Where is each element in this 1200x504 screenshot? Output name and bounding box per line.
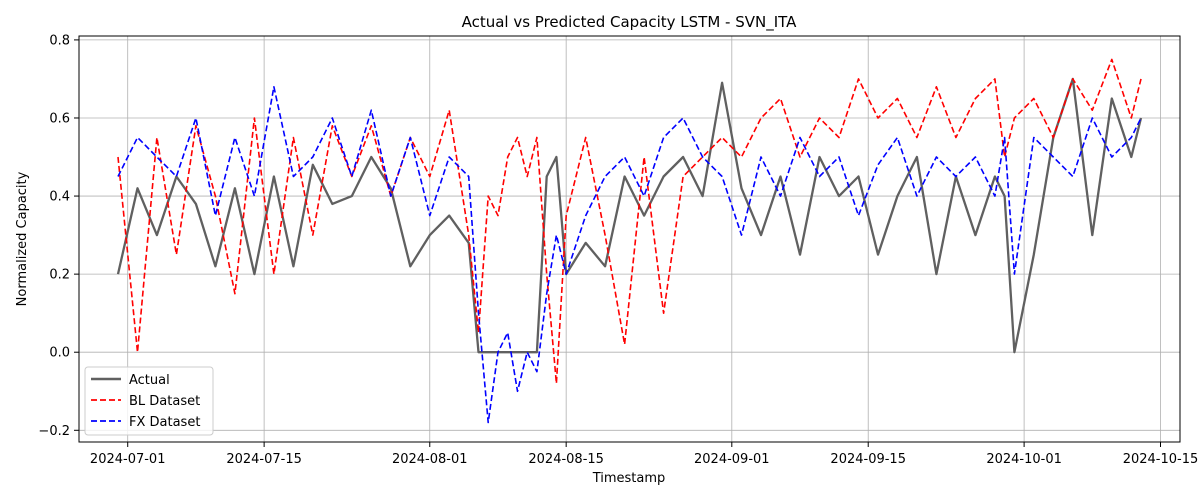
y-tick-label: −0.2 bbox=[38, 424, 70, 439]
series-line-bl bbox=[117, 58, 1142, 385]
x-tick-label: 2024-07-01 bbox=[90, 452, 166, 467]
grid bbox=[79, 36, 1180, 442]
legend-label-actual: Actual bbox=[129, 373, 170, 388]
x-tick-label: 2024-09-15 bbox=[830, 452, 906, 467]
y-tick-label: 0.8 bbox=[49, 33, 70, 48]
series-line-actual bbox=[116, 77, 1143, 354]
series-lines bbox=[116, 58, 1143, 424]
legend-label-bl: BL Dataset bbox=[129, 394, 200, 409]
y-axis-label: Normalized Capacity bbox=[15, 171, 30, 306]
legend: Actual BL Dataset FX Dataset bbox=[84, 366, 214, 436]
plot-frame bbox=[78, 35, 1181, 443]
y-tick-label: 0.4 bbox=[49, 190, 70, 205]
x-tick-label: 2024-07-15 bbox=[226, 452, 302, 467]
x-axis-ticks: 2024-07-01 2024-07-15 2024-08-01 2024-08-15… bbox=[90, 442, 1198, 467]
y-tick-label: 0.0 bbox=[49, 346, 70, 361]
legend-label-fx: FX Dataset bbox=[129, 415, 200, 430]
y-axis-ticks: −0.2 0.0 0.2 0.4 0.6 0.8 bbox=[38, 33, 79, 439]
x-tick-label: 2024-10-01 bbox=[986, 452, 1062, 467]
x-axis-label: Timestamp bbox=[592, 471, 666, 486]
x-tick-label: 2024-08-15 bbox=[528, 452, 604, 467]
y-tick-label: 0.2 bbox=[49, 268, 70, 283]
x-tick-label: 2024-10-15 bbox=[1123, 452, 1199, 467]
chart-title: Actual vs Predicted Capacity LSTM - SVN_… bbox=[462, 13, 798, 32]
x-tick-label: 2024-09-01 bbox=[694, 452, 770, 467]
x-tick-label: 2024-08-01 bbox=[392, 452, 468, 467]
legend-frame bbox=[84, 366, 214, 436]
series-line-fx bbox=[117, 86, 1142, 424]
y-tick-label: 0.6 bbox=[49, 111, 70, 126]
